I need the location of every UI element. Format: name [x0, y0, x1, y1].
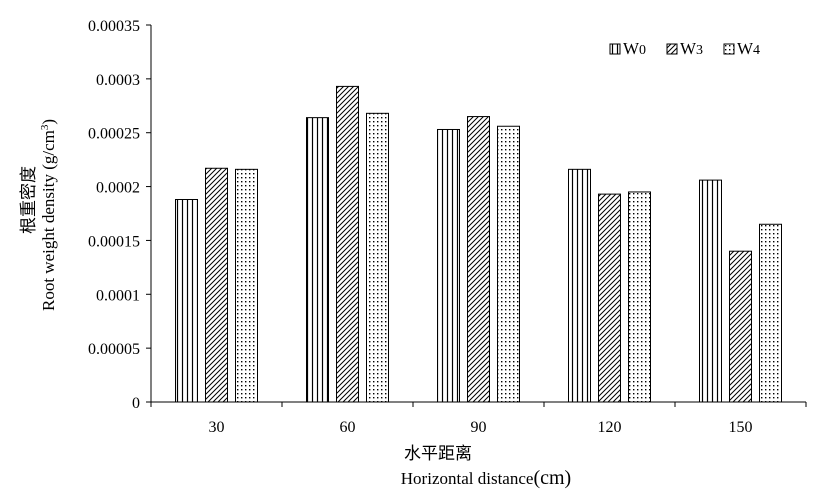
bar-w0-150 [699, 179, 722, 403]
y-axis-title-sup: 3 [39, 124, 51, 130]
y-tick-label: 0.00005 [88, 341, 140, 358]
bar-w0-30 [175, 198, 198, 403]
bar-w0-120 [568, 168, 591, 403]
bars [175, 85, 782, 403]
bar-w0-60 [306, 117, 329, 403]
bar-w3-60 [336, 85, 359, 403]
x-axis-title-unit: (cm) [533, 467, 571, 489]
y-tick-label: 0.00015 [88, 233, 140, 250]
legend-label-w4: W4 [737, 39, 760, 58]
y-axis-title-en-text: Root weight density (g/cm [39, 130, 58, 311]
legend: W0 W3 W4 [609, 39, 760, 58]
y-axis: 0 0.00005 0.0001 0.00015 0.0002 0.00025 0.0003… [88, 18, 152, 412]
legend-label-main: W [623, 39, 640, 58]
bar-w4-60 [366, 112, 389, 403]
y-axis-title-en: Root weight density (g/cm3) [39, 119, 58, 311]
x-tick-label: 150 [729, 419, 753, 436]
y-tick-label: 0.0002 [96, 180, 140, 197]
x-tick-label: 60 [340, 419, 356, 436]
y-axis-title: 根重密度 Root weight density (g/cm3) [19, 119, 58, 311]
x-axis-title-en: Horizontal distance(cm) [401, 467, 571, 489]
y-tick-label: 0.00025 [88, 126, 140, 143]
bar-w4-90 [497, 125, 520, 403]
legend-label-sub: 0 [639, 43, 646, 58]
x-axis: 30 60 90 120 150 [150, 401, 807, 436]
x-axis-title-cn: 水平距离 [404, 444, 472, 463]
legend-label-main: W [737, 39, 754, 58]
y-tick-label: 0.0003 [96, 72, 140, 89]
y-tick-label: 0.0001 [96, 287, 140, 304]
bar-w4-150 [759, 223, 782, 403]
legend-swatch-w4 [723, 43, 735, 55]
bar-w0-90 [437, 128, 460, 403]
x-tick-label: 90 [471, 419, 487, 436]
bar-w4-120 [628, 191, 651, 403]
x-axis-title: 水平距离 Horizontal distance(cm) [401, 444, 571, 489]
bar-w3-30 [205, 167, 228, 403]
y-tick-label: 0 [132, 395, 140, 412]
bar-w3-90 [467, 116, 490, 403]
legend-swatch-w3 [666, 43, 678, 55]
bar-w3-150 [729, 250, 752, 403]
legend-label-sub: 3 [696, 43, 703, 58]
bar-w3-120 [598, 193, 621, 403]
bar-w4-30 [235, 168, 258, 403]
y-axis-title-cn: 根重密度 [19, 166, 38, 234]
x-tick-label: 120 [598, 419, 622, 436]
legend-label-w3: W3 [680, 39, 703, 58]
legend-swatch-w0 [609, 43, 621, 55]
legend-label-sub: 4 [753, 43, 760, 58]
legend-label-main: W [680, 39, 697, 58]
legend-label-w0: W0 [623, 39, 646, 58]
y-axis-title-end: ) [39, 119, 58, 125]
x-tick-label: 30 [209, 419, 225, 436]
x-axis-title-en-text: Horizontal distance [401, 469, 534, 488]
y-tick-label: 0.00035 [88, 18, 140, 35]
